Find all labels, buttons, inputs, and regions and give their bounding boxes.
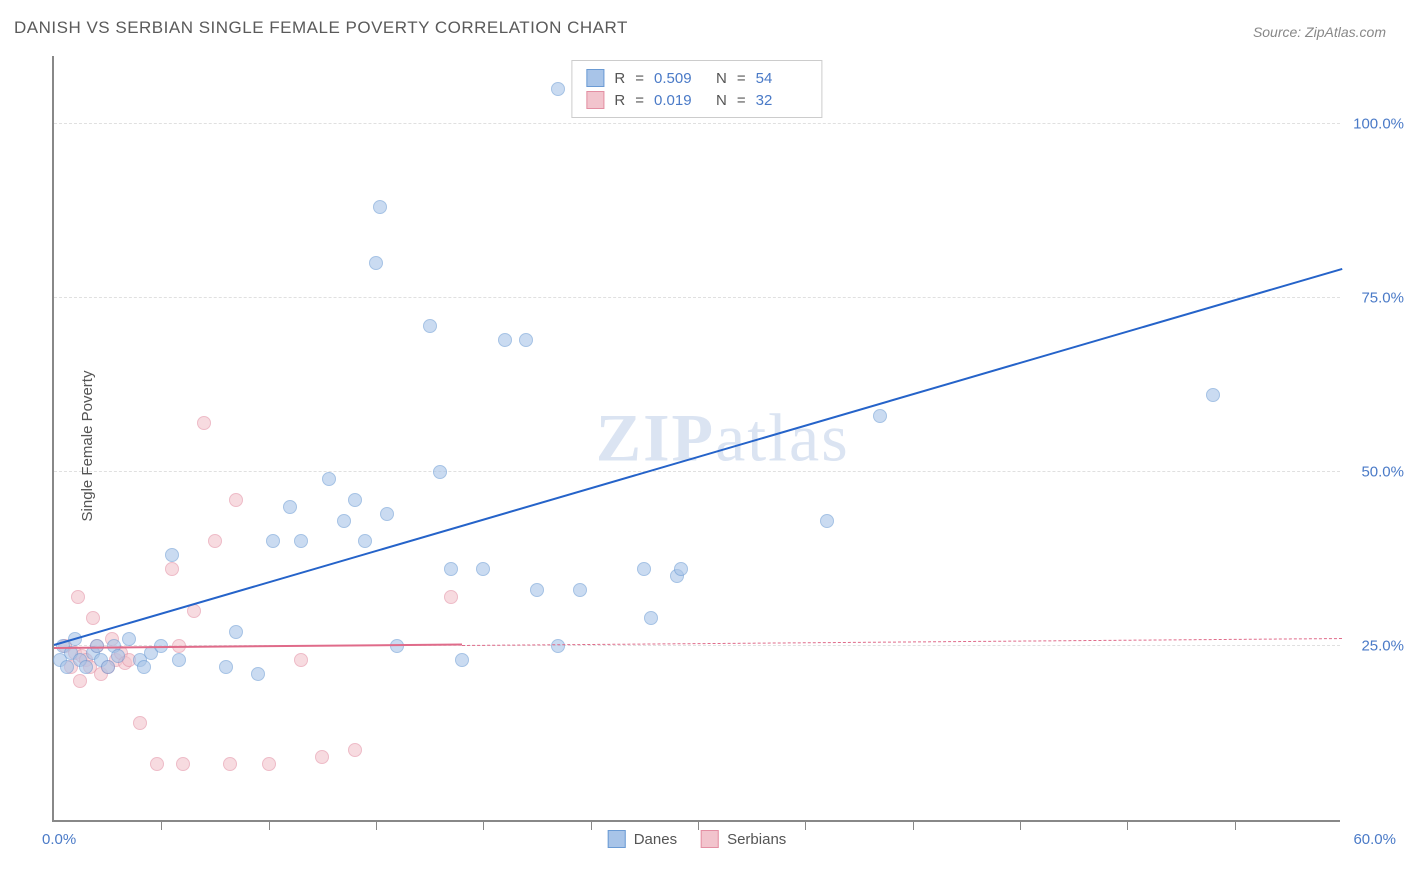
x-tick [1020, 820, 1021, 830]
danes-point [573, 583, 587, 597]
danes-point [358, 534, 372, 548]
x-tick [1127, 820, 1128, 830]
x-tick [698, 820, 699, 830]
serbians-point [262, 757, 276, 771]
x-tick [161, 820, 162, 830]
danes-point [79, 660, 93, 674]
y-tick-label: 100.0% [1353, 115, 1404, 132]
serbians-swatch-legend [701, 830, 719, 848]
serbians-point [348, 743, 362, 757]
stats-row-serbians: R = 0.019 N = 32 [586, 89, 807, 111]
serbians-point [223, 757, 237, 771]
serbians-point [150, 757, 164, 771]
gridline [54, 471, 1340, 472]
danes-point [476, 562, 490, 576]
x-axis-max-label: 60.0% [1353, 831, 1396, 848]
danes-point [455, 653, 469, 667]
danes-point [444, 562, 458, 576]
danes-point [433, 465, 447, 479]
danes-point [530, 583, 544, 597]
gridline [54, 297, 1340, 298]
danes-point [111, 649, 125, 663]
danes-point [122, 632, 136, 646]
chart-plot-area: ZIPatlas 25.0%50.0%75.0%100.0% R = 0.509… [52, 56, 1340, 822]
x-tick [591, 820, 592, 830]
x-tick [1235, 820, 1236, 830]
danes-point [348, 493, 362, 507]
regression-line [54, 268, 1343, 646]
x-tick [483, 820, 484, 830]
danes-point [101, 660, 115, 674]
danes-point [380, 507, 394, 521]
x-tick [805, 820, 806, 830]
danes-point [266, 534, 280, 548]
danes-r-value: 0.509 [654, 70, 706, 87]
serbians-point [444, 590, 458, 604]
serbians-point [86, 611, 100, 625]
danes-point [369, 256, 383, 270]
danes-point [219, 660, 233, 674]
legend-danes: Danes [608, 830, 677, 848]
x-tick [376, 820, 377, 830]
danes-point [60, 660, 74, 674]
y-tick-label: 25.0% [1361, 637, 1404, 654]
serbians-point [71, 590, 85, 604]
stats-legend-box: R = 0.509 N = 54 R = 0.019 N = 32 [571, 60, 822, 118]
gridline [54, 123, 1340, 124]
serbians-point [294, 653, 308, 667]
danes-point [165, 548, 179, 562]
danes-point [229, 625, 243, 639]
source-attribution: Source: ZipAtlas.com [1253, 24, 1386, 40]
danes-point [551, 639, 565, 653]
danes-point [251, 667, 265, 681]
danes-swatch [586, 69, 604, 87]
x-tick [913, 820, 914, 830]
serbians-point [197, 416, 211, 430]
serbians-n-value: 32 [756, 92, 808, 109]
legend-serbians: Serbians [701, 830, 786, 848]
danes-point [423, 319, 437, 333]
danes-point [172, 653, 186, 667]
danes-point [674, 562, 688, 576]
danes-point [294, 534, 308, 548]
danes-n-value: 54 [756, 70, 808, 87]
danes-point [337, 514, 351, 528]
danes-point [637, 562, 651, 576]
serbians-swatch [586, 91, 604, 109]
danes-point [820, 514, 834, 528]
series-legend: Danes Serbians [608, 830, 787, 848]
x-axis-min-label: 0.0% [42, 831, 76, 848]
y-tick-label: 50.0% [1361, 463, 1404, 480]
x-tick [269, 820, 270, 830]
serbians-point [229, 493, 243, 507]
serbians-point [315, 750, 329, 764]
danes-point [644, 611, 658, 625]
serbians-point [165, 562, 179, 576]
danes-swatch-legend [608, 830, 626, 848]
serbians-point [73, 674, 87, 688]
danes-point [373, 200, 387, 214]
watermark: ZIPatlas [596, 399, 850, 478]
danes-point [519, 333, 533, 347]
y-tick-label: 75.0% [1361, 289, 1404, 306]
serbians-r-value: 0.019 [654, 92, 706, 109]
danes-point [283, 500, 297, 514]
danes-point [1206, 388, 1220, 402]
danes-point [137, 660, 151, 674]
serbians-point [133, 716, 147, 730]
danes-point [322, 472, 336, 486]
danes-point [498, 333, 512, 347]
serbians-point [208, 534, 222, 548]
danes-point [873, 409, 887, 423]
chart-title: DANISH VS SERBIAN SINGLE FEMALE POVERTY … [14, 18, 628, 38]
danes-point [551, 82, 565, 96]
stats-row-danes: R = 0.509 N = 54 [586, 67, 807, 89]
serbians-point [176, 757, 190, 771]
